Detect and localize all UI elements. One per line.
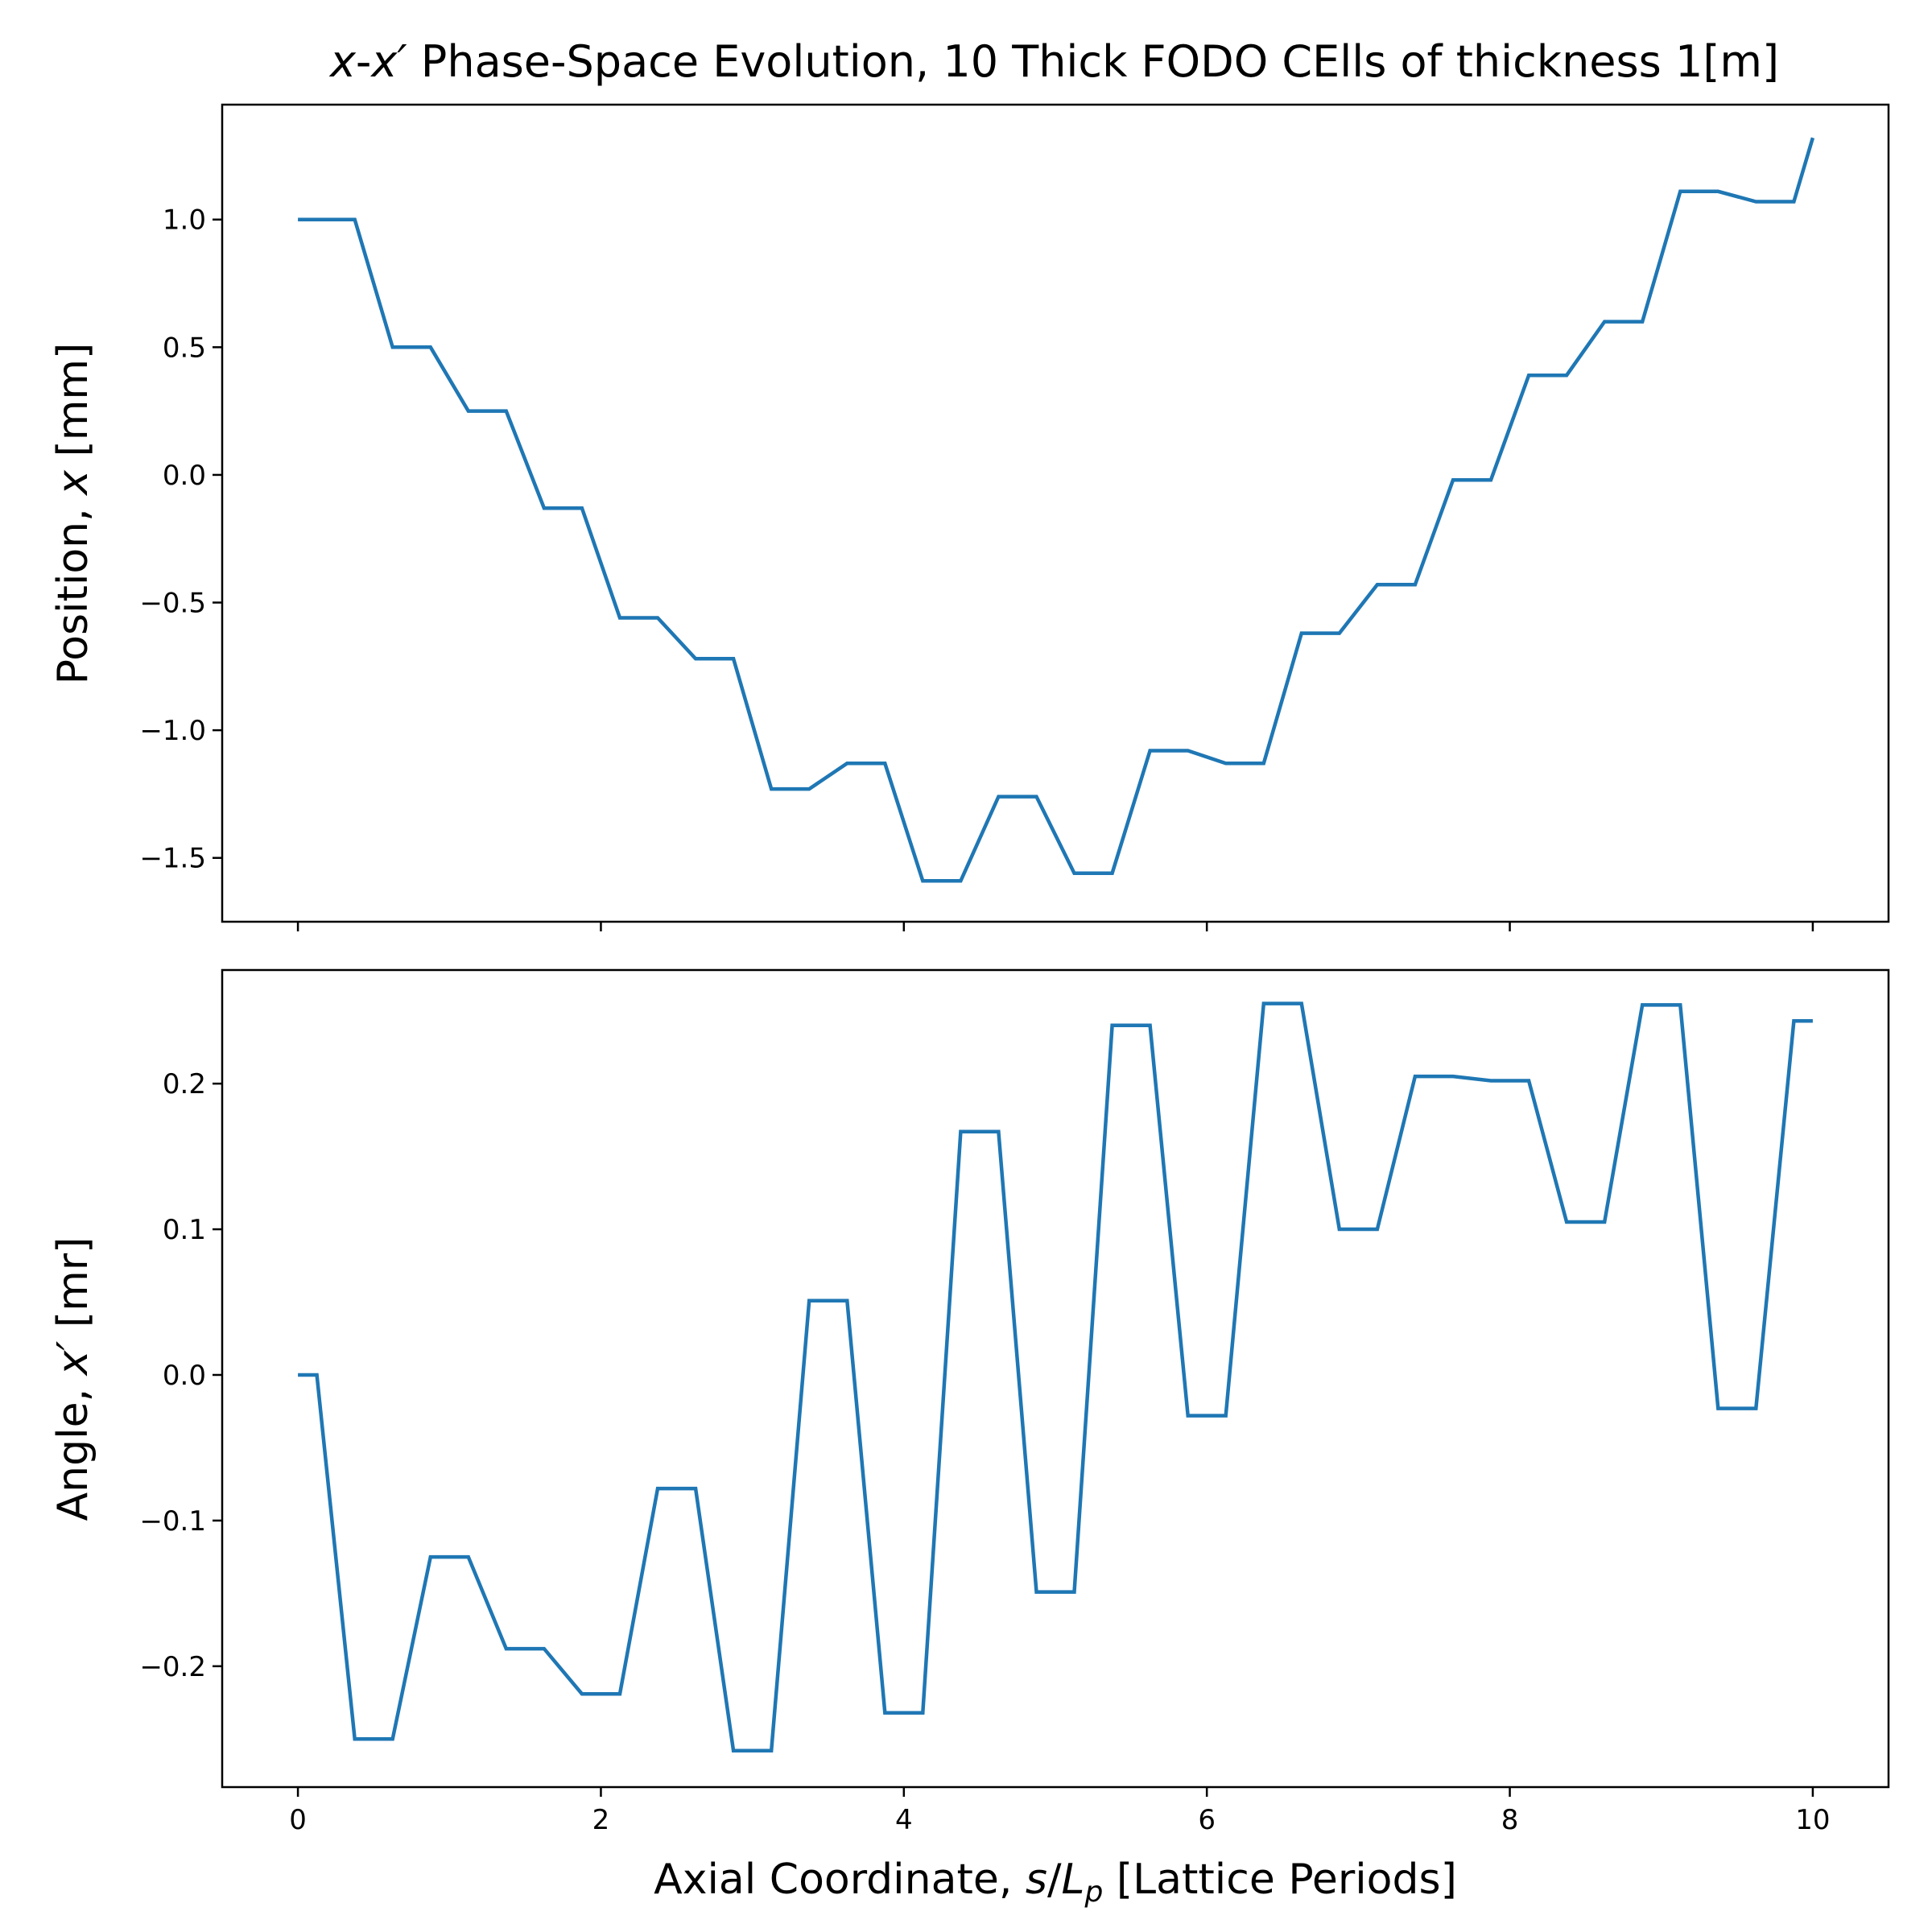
- angle-y-tick-label: −0.1: [139, 1505, 206, 1538]
- chart-title-part-x: x: [328, 36, 357, 87]
- position-panel: 1.0 0.5 0.0 −0.5 −1.0 −1.5 Position, x [mm]: [49, 103, 1890, 931]
- angle-y-tick-label: 0.1: [163, 1214, 206, 1246]
- angle-axis-label-part-unit: [mr]: [49, 1237, 97, 1341]
- x-axis-label-part-s: s: [1026, 1856, 1047, 1904]
- position-axes-frame: [221, 103, 1890, 923]
- x-axis-label-part-p: p: [1084, 1876, 1104, 1909]
- x-axis-label-part-text: Axial Coordinate,: [654, 1856, 1026, 1904]
- angle-panel: 0 2 4 6 8 100.20.10.0−0.1−0.2 Angle, x′ [mr] …: [49, 968, 1890, 1909]
- position-series-line: [298, 137, 1815, 883]
- angle-x-tick-label: 4: [895, 1804, 913, 1836]
- position-y-tick-label: −0.5: [139, 588, 206, 620]
- position-y-tick-label: 1.0: [163, 204, 206, 237]
- angle-x-tick-label: 0: [289, 1804, 307, 1836]
- angle-series-line: [298, 1001, 1813, 1753]
- x-axis-label-part-L: L: [1062, 1856, 1085, 1904]
- x-axis-label-part-unit: [Lattice Periods]: [1103, 1856, 1457, 1904]
- chart-title-part-text: Phase-Space Evolution, 10 Thick FODO CEl…: [407, 36, 1779, 87]
- chart-title-part-dash: -: [356, 36, 372, 87]
- position-y-tick-label: −1.0: [139, 715, 206, 747]
- angle-x-tick-label: 2: [592, 1804, 610, 1836]
- angle-axis-label: Angle, x′ [mr]: [49, 1237, 97, 1521]
- position-axis-label-part-text: Position,: [49, 495, 97, 685]
- angle-y-tick-label: −0.2: [139, 1651, 206, 1683]
- angle-y-tick-label: 0.0: [163, 1360, 206, 1392]
- position-axis-label: Position, x [mm]: [49, 343, 97, 685]
- position-axis-label-part-x: x: [49, 469, 97, 497]
- chart-title-part-xprime: x′: [369, 36, 407, 87]
- position-y-tick-label: 0.5: [163, 332, 206, 364]
- position-y-tick-label: −1.5: [139, 843, 206, 875]
- position-y-tick-label: 0.0: [163, 460, 206, 492]
- angle-y-tick-label: 0.2: [163, 1068, 206, 1100]
- angle-axis-label-part-text: Angle,: [49, 1375, 97, 1521]
- position-axis-label-part-unit: [mm]: [49, 343, 97, 470]
- x-axis-label-part-slash: /: [1047, 1856, 1062, 1904]
- angle-x-tick-label: 10: [1795, 1804, 1830, 1836]
- chart-title: x-x′ Phase-Space Evolution, 10 Thick FOD…: [328, 36, 1779, 87]
- angle-x-tick-label: 6: [1198, 1804, 1216, 1836]
- angle-axis-label-part-xprime: x′: [49, 1341, 97, 1377]
- angle-x-tick-label: 8: [1501, 1804, 1519, 1836]
- x-axis-label: Axial Coordinate, s/Lp [Lattice Periods]: [654, 1856, 1457, 1909]
- angle-axes-frame: [221, 968, 1890, 1789]
